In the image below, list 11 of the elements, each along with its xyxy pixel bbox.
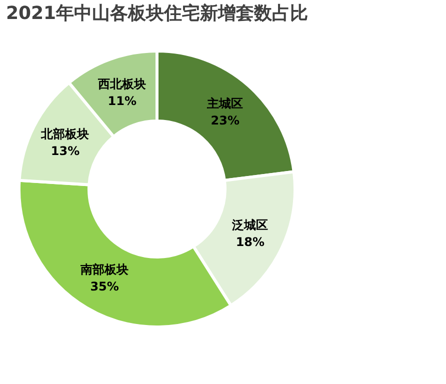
data-label: 18% [236,234,265,249]
data-label: 23% [210,114,240,128]
slice-label: 泛城区 [231,218,268,232]
slice-label: 主城区 [206,96,244,111]
chart-title: 2021年中山各板块住宅新增套数占比 [6,3,308,24]
data-label: 11% [108,94,136,108]
data-label: 35% [90,280,119,294]
slice-label: 西北板块 [97,77,146,92]
data-label: 13% [50,144,80,158]
slice-label: 南部板块 [80,262,129,277]
slice-label: 北部板块 [40,127,90,142]
